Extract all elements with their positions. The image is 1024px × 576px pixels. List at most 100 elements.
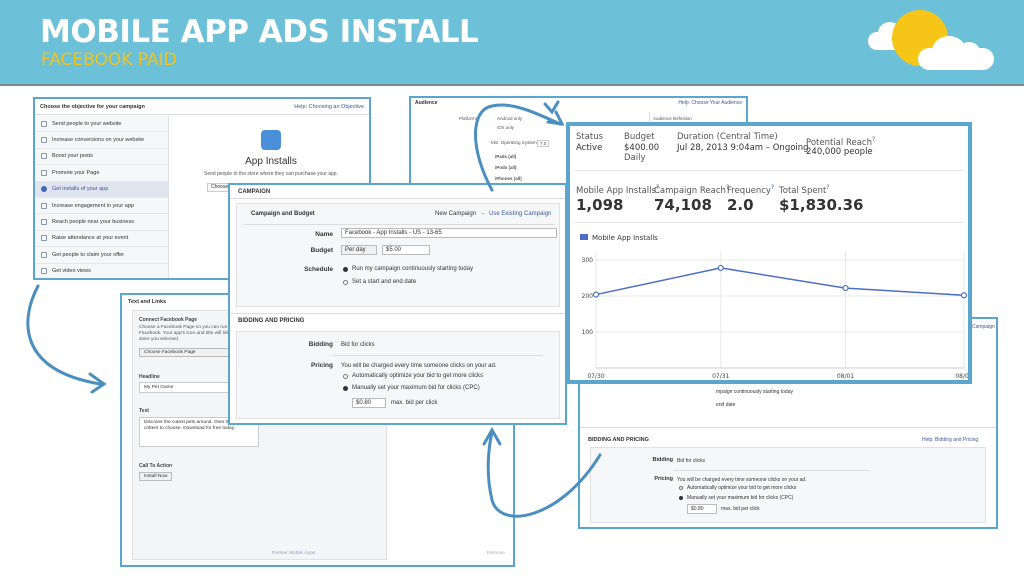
device-ipods[interactable]: iPods (all) [495, 165, 517, 170]
help-icon[interactable]: ? [770, 184, 775, 191]
use-existing-link[interactable]: Use Existing Campaign [489, 211, 552, 217]
bidding-sep [333, 355, 543, 356]
objective-item-label: Send people to your website [52, 120, 122, 127]
objective-item[interactable]: Promote your Page [35, 165, 168, 182]
frequency-label: Frequency? [727, 184, 774, 196]
objective-item-label: Get video views [52, 268, 91, 275]
bid-amount-input[interactable]: $0.80 [687, 504, 717, 514]
budget-heading: Campaign and Budget [251, 211, 315, 217]
campaign-reach-value: 74,108 [654, 196, 712, 214]
help-icon[interactable]: ? [871, 136, 876, 143]
objective-item[interactable]: Get video views [35, 264, 168, 278]
pricing-label: Pricing [310, 362, 333, 369]
schedule-continuous-label: Run my campaign continuously starting to… [352, 266, 474, 272]
installs-line-chart: Mobile App Installs 100 200 300 07/30 07/31 08… [580, 234, 968, 380]
bid-suffix: max. bid per click [721, 506, 760, 512]
min-os-select[interactable]: 7.0 [537, 140, 550, 147]
objective-item-label: Boost your posts [52, 153, 93, 160]
objective-item-selected[interactable]: Get installs of your app [35, 181, 168, 198]
total-spent-text: Total Spent [779, 185, 827, 196]
bidding-sep [673, 470, 869, 471]
connect-desc-3: store you selected. [139, 337, 180, 342]
campaign-link[interactable]: Campaign [972, 324, 995, 330]
audience-help-link[interactable]: Help: Choose Your Audience [678, 100, 742, 106]
schedule-dates-radio[interactable] [343, 280, 348, 285]
campaign-reach-text: Campaign Reach [654, 185, 726, 196]
arrow-head-top-small [543, 100, 560, 115]
calendar-icon [41, 235, 47, 242]
android-option[interactable]: Android only [497, 116, 523, 121]
globe-icon [41, 137, 47, 144]
bidding-title: BIDDING AND PRICING [588, 437, 649, 443]
objective-item[interactable]: Reach people near your business [35, 214, 168, 231]
y-tick-label: 100 [582, 329, 594, 336]
new-campaign-label: New Campaign [435, 211, 477, 217]
x-tick-label: 08/02 [955, 373, 968, 380]
partner-apps-checkbox[interactable]: Partner Mobile Apps [272, 551, 316, 556]
cta-label: Call To Action [139, 463, 173, 469]
bidding-help-link[interactable]: Help: Bidding and Pricing [922, 437, 979, 443]
section-sep [230, 313, 565, 314]
cta-select[interactable]: Install Now [139, 472, 173, 481]
phone-icon [41, 202, 47, 209]
help-icon[interactable]: ? [655, 184, 660, 191]
bid-amount-input[interactable]: $0.80 [352, 398, 386, 408]
headline-label: Headline [139, 374, 160, 380]
remove-link[interactable]: Remove [487, 551, 505, 556]
objective-item[interactable]: Raise attendance at your event [35, 231, 168, 248]
video-icon [41, 268, 47, 275]
device-iphones[interactable]: iPhones (all) [495, 176, 522, 181]
help-icon[interactable]: ? [725, 184, 730, 191]
data-point [592, 291, 600, 298]
y-tick-label: 300 [582, 257, 594, 264]
data-point [717, 264, 724, 272]
objective-item[interactable]: Get people to claim your offer [35, 247, 168, 264]
arrow-head-top [546, 110, 565, 126]
audience-header: Audience Help: Choose Your Audience [411, 98, 746, 108]
bidding-divider [580, 427, 996, 428]
bidding-label: Bidding [308, 341, 333, 348]
x-tick-label: 07/30 [587, 373, 604, 380]
device-ipads[interactable]: iPads (all) [495, 154, 517, 159]
schedule-label: Schedule [304, 266, 333, 273]
total-spent-label: Total Spent? [779, 184, 829, 196]
potential-reach-text: Potential Reach [806, 137, 872, 148]
detail-description: Send people to the store where they can … [204, 171, 338, 177]
objective-help-link[interactable]: Help: Choosing an Objective [294, 103, 364, 110]
dash-separator: - [482, 211, 484, 217]
bidding-value: Bid for clicks [341, 342, 375, 348]
budget-type-select[interactable]: Per day [341, 245, 377, 255]
detail-title: App Installs [245, 156, 297, 167]
total-spent-value: $1,830.36 [779, 196, 864, 214]
connect-page-label: Connect Facebook Page [139, 317, 198, 323]
min-os-label: Min. Operating System: [491, 140, 539, 145]
text-label: Text [139, 408, 149, 414]
campaign-budget-box: Campaign and Budget New Campaign - Use E… [236, 203, 560, 307]
objective-item[interactable]: Increase engagement in your app [35, 198, 168, 215]
objective-item[interactable]: Send people to your website [35, 116, 168, 133]
budget-amount-input[interactable]: $5.00 [382, 245, 430, 255]
manual-bid-radio[interactable] [343, 386, 348, 391]
help-icon[interactable]: ? [826, 184, 830, 191]
campaign-name-input[interactable]: Facebook - App Installs - US - 13-65 [341, 228, 557, 238]
flag-icon [41, 169, 47, 176]
auto-bid-radio[interactable] [343, 374, 348, 379]
arrow-curve-left [26, 284, 102, 386]
manual-bid-radio[interactable] [679, 496, 683, 500]
auto-bid-radio[interactable] [679, 486, 683, 490]
objective-item[interactable]: Boost your posts [35, 149, 168, 166]
schedule-dates-label: Set a start and end date [352, 279, 417, 285]
app-installs-icon [261, 130, 281, 150]
objective-item[interactable]: Increase conversions on your website [35, 132, 168, 149]
frequency-value: 2.0 [727, 196, 754, 214]
connect-desc-1: Choose a Facebook Page so you can run c [139, 325, 231, 330]
pricing-desc: You will be charged every time someone c… [341, 363, 497, 369]
bidding-box: Bidding Bid for clicks Pricing You will … [236, 331, 560, 419]
ios-option[interactable]: iOS only [497, 125, 515, 130]
connect-desc-2: Facebook. Your app's icon and title will… [139, 331, 230, 336]
installs-label: Mobile App Installs? [576, 184, 659, 196]
data-point [842, 284, 849, 292]
platforms-label: Platforms [459, 116, 479, 121]
schedule-continuous-radio[interactable] [343, 267, 348, 272]
